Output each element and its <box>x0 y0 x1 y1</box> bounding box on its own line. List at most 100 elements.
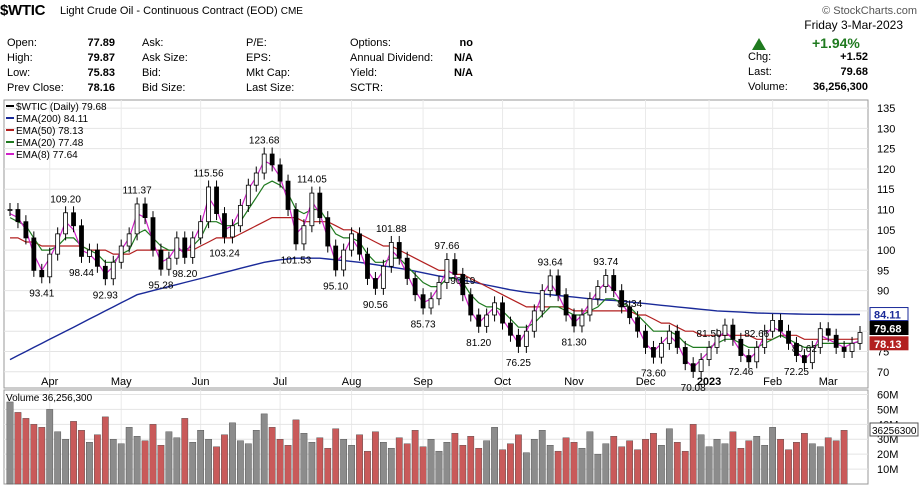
quote-row: EPS: <box>246 51 316 66</box>
volume-bar <box>189 442 197 485</box>
price-candle <box>79 225 84 257</box>
price-candle <box>174 237 180 259</box>
price-annotation: 109.20 <box>50 194 81 205</box>
ema200-tag: 84.11 <box>874 310 901 322</box>
volume-bar <box>268 427 276 485</box>
quote-row: Volume: 36,256,300 <box>748 80 868 95</box>
volume-bar <box>372 431 379 485</box>
volume-bar <box>713 439 721 485</box>
volume-bar <box>499 449 506 485</box>
price-annotation: 98.20 <box>172 269 197 280</box>
price-candle <box>396 242 402 259</box>
legend-entry: EMA(8) 77.64 <box>16 150 78 161</box>
quote-row: Open: 77.89 <box>7 36 115 51</box>
volume-bar <box>816 446 824 485</box>
price-candle <box>523 330 529 347</box>
price-candle <box>206 186 211 223</box>
volume-bar <box>753 436 761 485</box>
legend-entry: EMA(20) 77.48 <box>16 138 84 149</box>
volume-bar <box>62 439 69 485</box>
volume-tick-label: 20M <box>877 449 898 461</box>
volume-bar <box>6 401 14 485</box>
price-candle <box>301 225 307 245</box>
quote-label: Annual Dividend: <box>350 52 434 64</box>
quote-row: Prev Close: 78.16 <box>7 81 115 96</box>
quote-row: High: 79.87 <box>7 51 115 66</box>
change-percent: +1.94% <box>812 35 860 51</box>
volume-bar <box>78 430 85 485</box>
volume-bar <box>244 443 252 485</box>
last-price-tag: 79.68 <box>874 324 902 336</box>
price-annotation: 73.60 <box>641 369 666 380</box>
volume-bar <box>141 440 149 485</box>
volume-bar <box>475 447 483 485</box>
ema50-tag: 78.13 <box>874 339 902 351</box>
volume-bar <box>832 440 840 485</box>
volume-bar <box>546 445 554 485</box>
price-annotation: 90.56 <box>363 300 388 311</box>
volume-bar <box>173 437 181 485</box>
price-candle <box>277 164 283 182</box>
price-candle <box>110 261 116 280</box>
price-candle <box>714 334 720 348</box>
quote-row: Low: 75.83 <box>7 66 115 81</box>
price-candle <box>690 363 696 372</box>
price-annotation: 123.68 <box>249 136 280 147</box>
price-candle <box>651 347 656 358</box>
volume-bar <box>507 443 514 485</box>
price-candle <box>817 328 823 348</box>
price-candle <box>436 282 442 300</box>
legend-entry: $WTIC (Daily) 79.68 <box>16 102 107 113</box>
price-candle <box>516 334 521 347</box>
quote-value: 78.16 <box>87 82 115 94</box>
volume-bar <box>30 424 38 485</box>
y-tick-label: 90 <box>877 286 889 298</box>
price-annotation: 83.34 <box>617 299 642 310</box>
volume-bar <box>332 428 340 485</box>
price-candle <box>595 286 601 300</box>
price-candle <box>531 310 537 332</box>
quote-row: P/E: <box>246 36 316 51</box>
price-candle <box>770 320 776 332</box>
quote-block-ask-bid: Ask: Ask Size: Bid: Bid Size: <box>142 36 212 96</box>
volume-bar <box>221 434 228 485</box>
volume-bar <box>769 427 776 485</box>
price-annotation: 115.56 <box>194 168 224 179</box>
volume-bar <box>578 447 586 485</box>
volume-bar <box>157 445 165 485</box>
y-tick-label: 130 <box>877 123 895 135</box>
quote-block-last: Chg: +1.52 Last: 79.68 Volume: 36,256,300 <box>748 50 868 95</box>
ema200-line <box>9 257 860 361</box>
price-candle <box>309 192 315 227</box>
volume-bar <box>467 436 475 485</box>
price-candle <box>508 322 513 336</box>
volume-bar <box>594 453 602 485</box>
volume-bar <box>808 443 816 485</box>
price-candle <box>404 257 410 279</box>
price-candle <box>47 253 53 278</box>
price-annotation: 85.73 <box>411 319 436 330</box>
volume-bar <box>403 443 411 485</box>
price-candle <box>460 274 466 296</box>
price-candle <box>102 265 108 280</box>
volume-bar <box>793 442 800 485</box>
price-candle <box>555 275 561 296</box>
price-candle <box>118 245 124 263</box>
volume-bar <box>379 442 387 485</box>
stockcharts-watermark: © StockCharts.com <box>822 5 917 17</box>
price-candle <box>666 330 672 344</box>
y-tick-label: 120 <box>877 164 895 176</box>
y-tick-label: 70 <box>877 367 889 379</box>
price-candle <box>388 242 394 267</box>
volume-bar <box>530 439 538 485</box>
volume-bar <box>491 427 498 485</box>
volume-bar <box>618 446 626 485</box>
volume-bar <box>411 430 419 485</box>
price-annotation: 81.30 <box>562 337 587 348</box>
price-annotation: 114.05 <box>297 175 327 186</box>
quote-label: Low: <box>7 67 31 79</box>
price-candle <box>809 347 815 364</box>
price-annotation: 72.25 <box>784 367 809 378</box>
volume-bar <box>22 418 30 485</box>
